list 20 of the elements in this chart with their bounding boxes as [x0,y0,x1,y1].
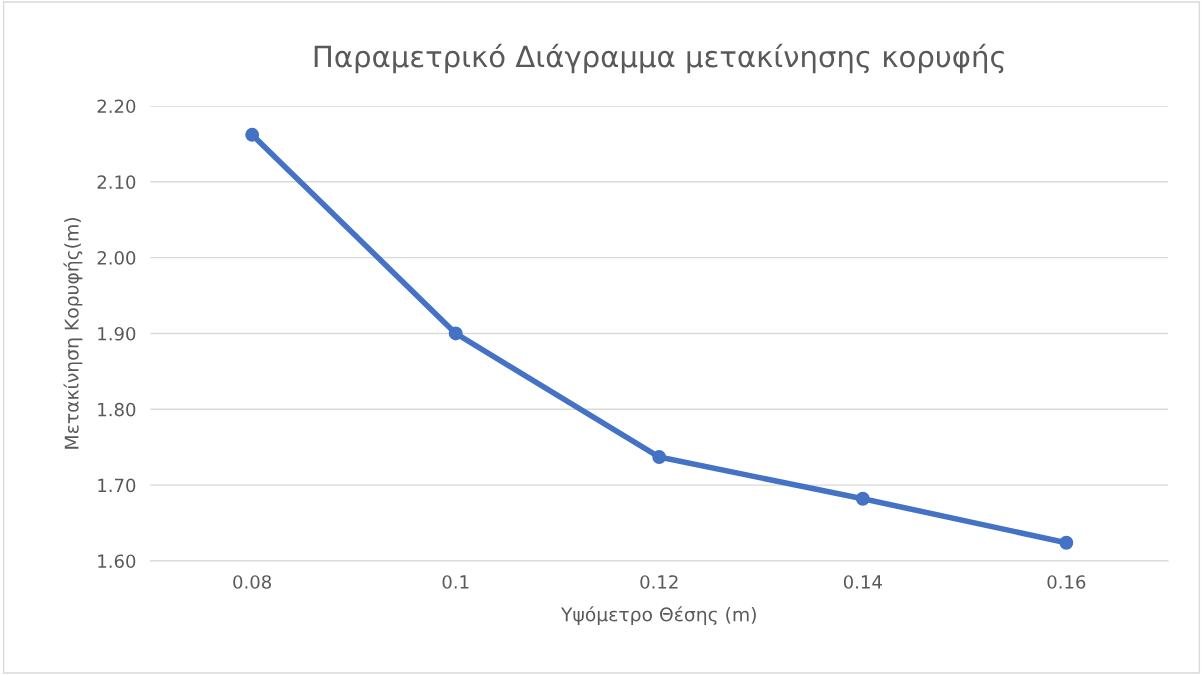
x-tick-label: 0.08 [233,575,272,589]
y-tick-label: 1.90 [98,326,136,341]
y-tick-label: 1.70 [98,478,136,493]
x-tick-label: 0.12 [640,575,678,589]
point [448,326,463,341]
y-tick-label: 2.10 [97,175,136,189]
y-axis-title: Μετακίνηση Κορυφής(m) [63,218,83,449]
y-tick-label: 1.60 [98,554,136,569]
x-tick-label: 0.1 [442,575,469,589]
point [652,450,667,464]
point [1059,535,1074,550]
x-axis-title: Υψόμετρο Θέσης (m) [560,606,756,626]
chart-title: Παραμετρικό Διάγραμμα μετακίνησης κορυφής [314,43,1004,74]
x-tick-label: 0.16 [1047,575,1086,589]
y-tick-label: 1.80 [98,402,136,417]
y-tick-label: 2.00 [97,251,136,265]
point [855,491,870,506]
x-tick-label: 0.14 [843,575,882,589]
y-tick-label: 2.20 [97,99,136,114]
point [245,127,260,142]
